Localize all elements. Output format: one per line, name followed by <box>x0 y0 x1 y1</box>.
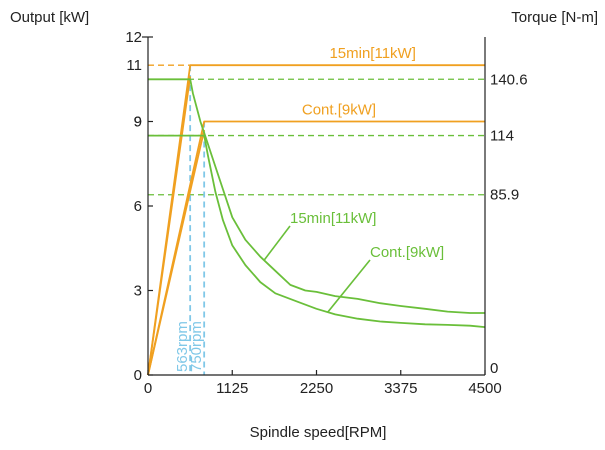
base-speed-label: 750rpm <box>188 321 205 372</box>
torque-series-label: Cont.[9kW] <box>370 244 444 261</box>
output-series-label: Cont.[9kW] <box>302 102 376 119</box>
y-left-output-tick-label: 9 <box>134 114 142 131</box>
right-axis-title: Torque [N-m] <box>511 9 598 26</box>
left-axis-title: Output [kW] <box>10 9 89 26</box>
torque-line-0 <box>148 78 485 314</box>
x-tick-label: 2250 <box>300 380 333 397</box>
y-right-tick-label: 85.9 <box>490 187 519 204</box>
y-left-output-tick-label: 11 <box>126 57 142 74</box>
torque-label-leader <box>263 225 291 261</box>
base-speed-label: 563rpm <box>174 321 191 372</box>
y-left-tick-label: 12 <box>125 29 142 46</box>
y-right-tick-label: 140.6 <box>490 71 528 88</box>
x-tick-label: 1125 <box>216 380 248 397</box>
axes <box>142 36 486 376</box>
y-left-tick-label: 0 <box>134 367 142 384</box>
x-axis-title: Spindle speed[RPM] <box>250 424 387 441</box>
y-right-tick-label: 0 <box>490 360 498 377</box>
torque-line-1 <box>148 134 486 328</box>
y-left-tick-label: 9 <box>134 114 142 131</box>
series-group <box>147 64 486 376</box>
y-left-tick-label: 6 <box>134 198 142 215</box>
y-right-tick-label: 114 <box>490 128 514 145</box>
torque-series-label: 15min[11kW] <box>290 210 376 227</box>
x-tick-label: 3375 <box>384 380 417 397</box>
y-left-tick-label: 3 <box>134 283 142 300</box>
x-tick-label: 4500 <box>468 380 501 397</box>
output-rise-line-0 <box>147 76 192 376</box>
output-rise-line-1 <box>147 129 206 376</box>
torque-label-leader <box>327 259 371 313</box>
output-series-label: 15min[11kW] <box>329 45 415 62</box>
reference-lines <box>148 64 485 375</box>
x-tick-label: 0 <box>144 380 152 397</box>
